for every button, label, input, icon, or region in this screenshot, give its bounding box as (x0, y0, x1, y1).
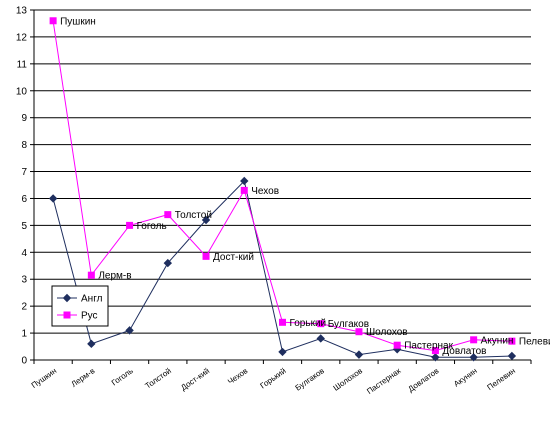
data-point (431, 353, 440, 362)
y-tick-label: 6 (21, 194, 27, 205)
data-point (48, 194, 58, 203)
x-tick-label: Шолохов (332, 366, 364, 392)
data-point (49, 17, 57, 25)
data-point (87, 339, 96, 349)
data-label: Толстой (175, 210, 212, 221)
x-tick-label: Акунин (452, 366, 479, 388)
series-line-0 (52, 179, 512, 358)
series-line-1 (52, 20, 512, 352)
data-point (354, 350, 364, 359)
y-tick-label: 13 (16, 6, 28, 17)
data-point (202, 252, 210, 260)
y-tick-label: 8 (21, 140, 27, 151)
data-point (508, 337, 516, 345)
x-tick-label: Гоголь (110, 366, 135, 387)
data-point (355, 328, 363, 336)
gridlines (34, 9, 531, 334)
y-tick-label: 11 (17, 59, 28, 70)
y-tick-label: 10 (16, 86, 28, 97)
y-tick-label: 1 (21, 329, 27, 340)
data-label: Шолохов (366, 327, 408, 338)
data-point (317, 320, 325, 328)
data-point (431, 347, 439, 355)
data-point (279, 318, 286, 326)
y-tick-label: 3 (21, 275, 27, 286)
x-tick-label: Толстой (143, 366, 172, 390)
data-label: Пастернак (404, 341, 453, 352)
data-label: Гоголь (137, 221, 167, 232)
legend: Англ Рус (51, 285, 109, 327)
y-tick-label: 12 (16, 32, 28, 43)
x-tick-label: Булгаков (294, 366, 326, 392)
x-tick-label: Дост-кий (179, 366, 211, 392)
legend-label: Рус (81, 311, 98, 322)
data-point (240, 186, 248, 194)
legend-marker (63, 311, 71, 319)
legend-box (51, 285, 109, 327)
data-label: Чехов (251, 186, 279, 197)
data-label: Акунин (481, 335, 514, 346)
data-point (87, 271, 95, 279)
data-label: Пелевин (519, 337, 550, 348)
x-tick-label: Лерм-в (70, 366, 97, 389)
series-group (48, 17, 517, 362)
x-tick-label: Пелевин (486, 366, 518, 392)
y-tick-label: 4 (21, 248, 27, 259)
data-label: Горький (290, 318, 327, 329)
y-tick-label: 9 (21, 113, 27, 124)
data-point (201, 215, 211, 225)
data-point (240, 176, 249, 186)
axes (33, 10, 531, 361)
x-tick-label: Чехов (226, 366, 249, 386)
x-tick-label: Довлатов (407, 366, 441, 394)
data-point (125, 326, 134, 335)
x-tick-label: Пушкин (30, 366, 59, 390)
data-label: Булгаков (328, 319, 369, 330)
data-labels: Пушкин Лерм-в Гоголь Толстой Дост-кий Чехов Го… (60, 16, 550, 357)
data-point (469, 353, 478, 362)
x-axis-ticks: Пушкин Лерм-в Гоголь Толстой Дост-кий Чехов Го… (30, 360, 532, 396)
data-point (164, 211, 172, 219)
data-point (470, 336, 478, 344)
data-label: Лерм-в (98, 271, 131, 282)
y-tick-label: 5 (21, 221, 27, 232)
data-point (163, 258, 173, 268)
y-tick-label: 0 (21, 356, 27, 367)
data-point (126, 221, 134, 229)
legend-marker (62, 293, 72, 303)
data-point (507, 351, 517, 361)
data-point (278, 347, 287, 357)
data-point (316, 334, 325, 343)
data-label: Пушкин (60, 16, 96, 27)
data-label: Довлатов (442, 346, 486, 357)
data-point (393, 341, 401, 349)
x-tick-label: Пастернак (365, 366, 403, 396)
data-label: Дост-кий (213, 252, 254, 263)
y-tick-label: 7 (21, 167, 27, 178)
x-tick-label: Горький (258, 366, 287, 390)
y-tick-label: 2 (21, 302, 27, 313)
legend-label: Англ (81, 294, 103, 305)
